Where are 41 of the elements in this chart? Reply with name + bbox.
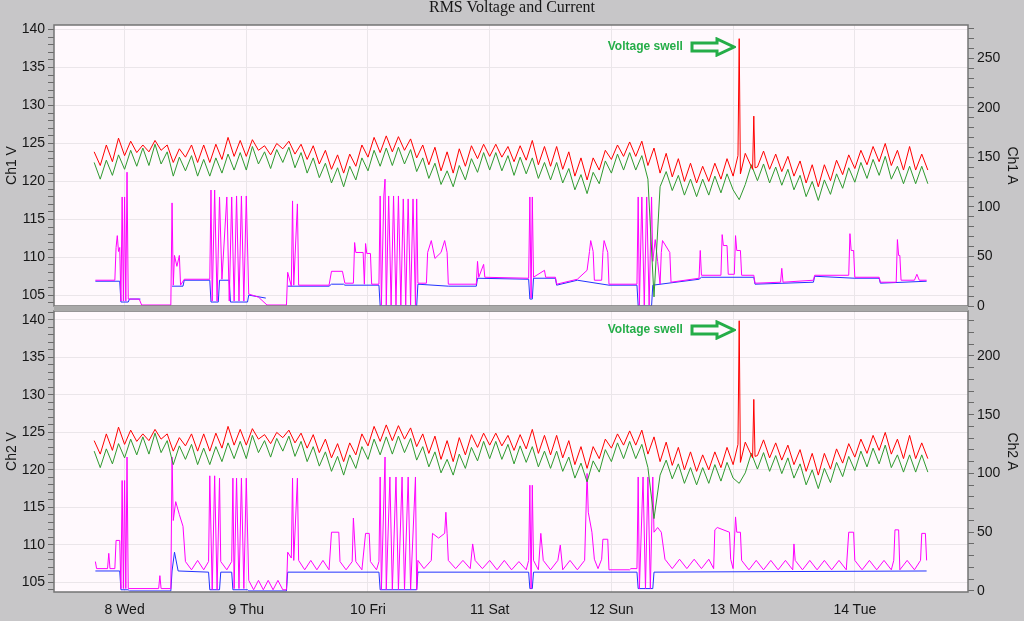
y-tick-label: 135 xyxy=(21,348,46,365)
y-tick-label: 130 xyxy=(21,96,46,113)
y-tick-label: 130 xyxy=(21,385,46,402)
y-tick-label: 120 xyxy=(21,460,46,477)
y-tick-label: 140 xyxy=(21,20,46,37)
y-tick-label: 105 xyxy=(21,286,46,303)
y-tick-label: 110 xyxy=(22,535,46,552)
y-tick-label: 120 xyxy=(21,172,46,189)
x-tick-label: 9 Thu xyxy=(228,601,265,618)
y2-tick-label: 200 xyxy=(977,98,1001,115)
x-tick-label: 12 Sun xyxy=(589,601,634,618)
x-tick-label: 14 Tue xyxy=(833,601,877,618)
y-tick-label: 135 xyxy=(21,58,46,75)
y-tick-label: 140 xyxy=(21,310,46,327)
y2-tick-label: 50 xyxy=(977,523,993,540)
y2-tick-label: 0 xyxy=(977,296,985,313)
y2-axis-title: Ch2 A xyxy=(1004,432,1021,472)
x-tick-label: 8 Wed xyxy=(104,601,145,618)
y2-tick-label: 0 xyxy=(977,581,985,598)
y2-tick-label: 250 xyxy=(977,49,1001,66)
y-axis-title: Ch2 V xyxy=(3,431,20,471)
y-tick-label: 125 xyxy=(21,423,46,440)
annotation: Voltage swell xyxy=(607,322,683,337)
y-tick-label: 105 xyxy=(21,573,46,590)
y-tick-label: 125 xyxy=(21,134,46,151)
y2-tick-label: 200 xyxy=(977,346,1001,363)
y2-tick-label: 150 xyxy=(977,405,1001,422)
y2-tick-label: 150 xyxy=(977,148,1001,165)
y-tick-label: 115 xyxy=(22,210,46,227)
y-tick-label: 110 xyxy=(22,248,46,265)
y2-tick-label: 100 xyxy=(977,464,1001,481)
chart-title: RMS Voltage and Current xyxy=(428,0,596,17)
x-tick-label: 11 Sat xyxy=(469,601,510,618)
y2-tick-label: 50 xyxy=(977,247,993,264)
x-tick-label: 13 Mon xyxy=(709,601,757,618)
x-tick-label: 10 Fri xyxy=(350,601,386,618)
annotation: Voltage swell xyxy=(607,39,683,54)
y2-axis-title: Ch1 A xyxy=(1004,146,1021,186)
y-tick-label: 115 xyxy=(22,498,46,515)
y-axis-title: Ch1 V xyxy=(3,145,20,185)
y2-tick-label: 100 xyxy=(977,197,1001,214)
